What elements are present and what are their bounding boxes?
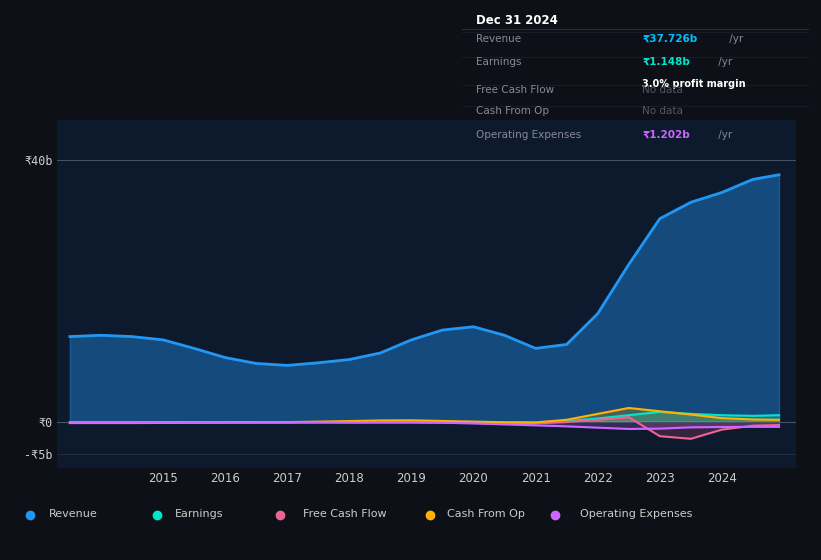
Text: ₹1.148b: ₹1.148b — [642, 57, 690, 67]
Text: 3.0% profit margin: 3.0% profit margin — [642, 79, 746, 88]
Text: Operating Expenses: Operating Expenses — [476, 129, 581, 139]
Text: ₹37.726b: ₹37.726b — [642, 34, 698, 44]
Text: No data: No data — [642, 85, 683, 95]
Text: Operating Expenses: Operating Expenses — [580, 509, 692, 519]
Text: Earnings: Earnings — [175, 509, 223, 519]
Text: ₹1.202b: ₹1.202b — [642, 129, 690, 139]
Text: No data: No data — [642, 106, 683, 116]
Text: Revenue: Revenue — [476, 34, 521, 44]
Text: Earnings: Earnings — [476, 57, 521, 67]
Text: /yr: /yr — [726, 34, 743, 44]
Text: /yr: /yr — [715, 129, 732, 139]
Text: Revenue: Revenue — [48, 509, 98, 519]
Text: Free Cash Flow: Free Cash Flow — [303, 509, 387, 519]
Text: /yr: /yr — [715, 57, 732, 67]
Text: Cash From Op: Cash From Op — [447, 509, 525, 519]
Text: Cash From Op: Cash From Op — [476, 106, 549, 116]
Text: Dec 31 2024: Dec 31 2024 — [476, 14, 558, 27]
Text: Free Cash Flow: Free Cash Flow — [476, 85, 554, 95]
